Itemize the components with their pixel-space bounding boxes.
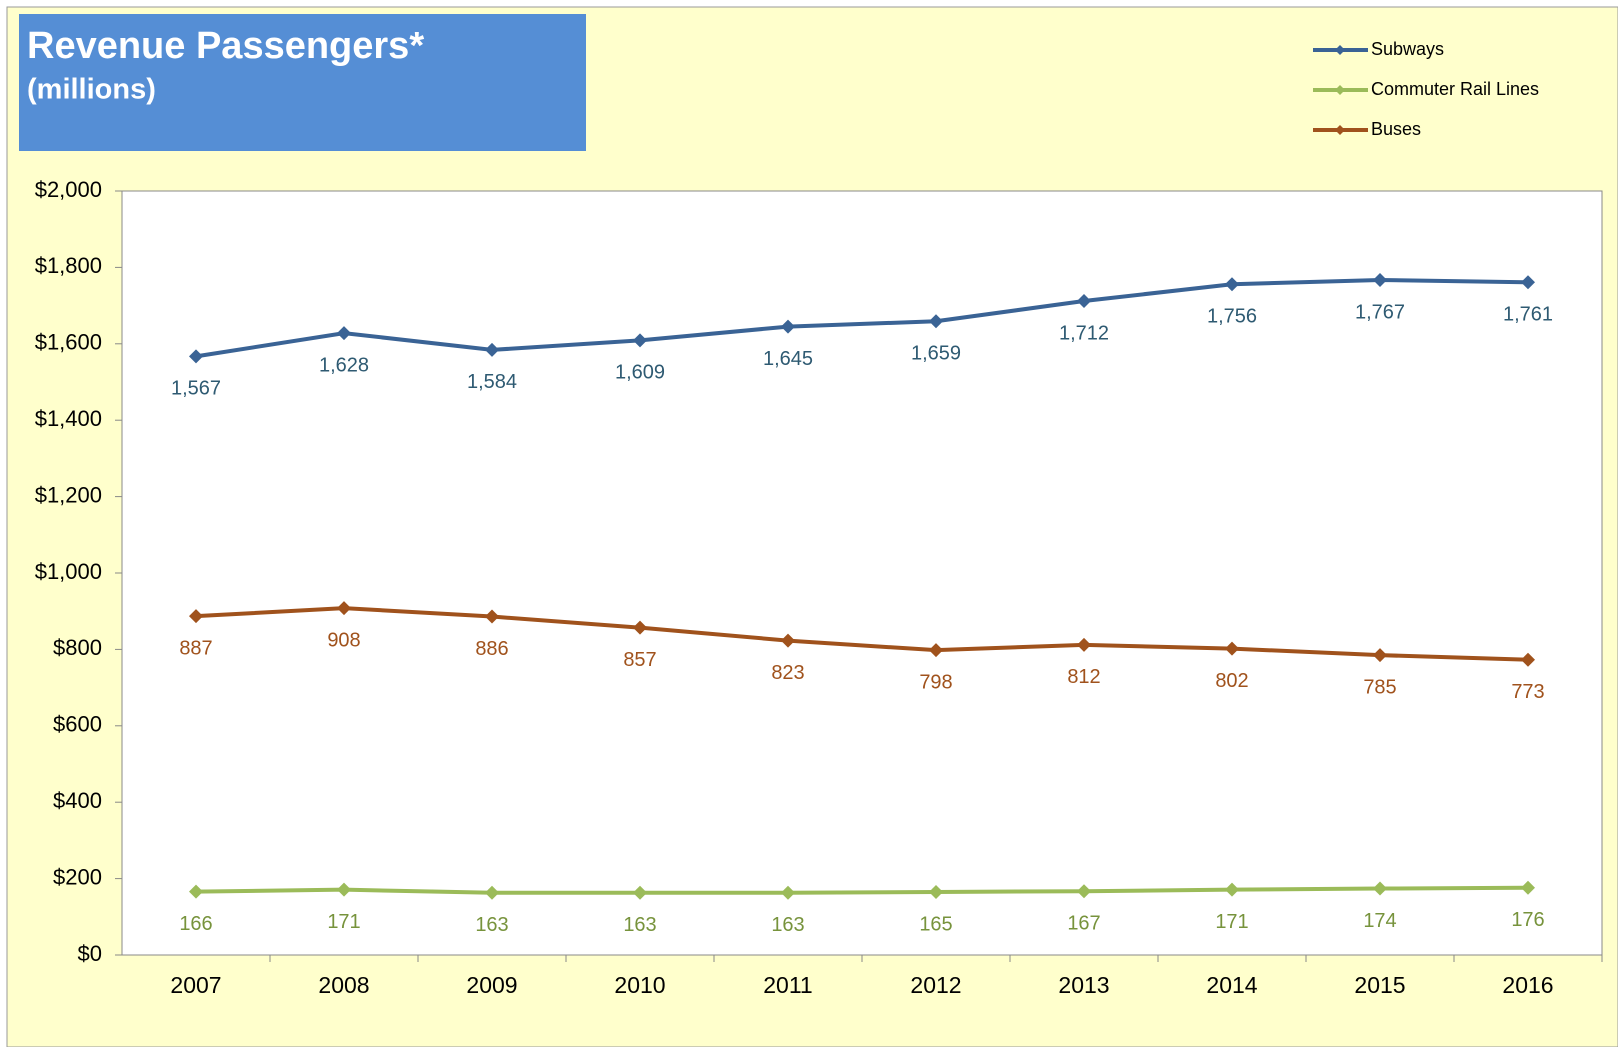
data-point [1521,275,1535,290]
data-point [1077,637,1091,652]
data-label: 785 [1363,676,1396,698]
series-line [195,606,1529,662]
x-tick-label: 2015 [1354,972,1405,998]
data-point [1521,652,1535,667]
data-point [1225,882,1239,897]
data-point [337,882,351,897]
y-tick-label: $1,000 [35,559,102,584]
y-tick-label: $1,200 [35,482,102,507]
data-label: 163 [623,914,656,936]
data-label: 1,628 [319,354,369,376]
x-tick-label: 2011 [763,972,812,998]
data-label: 171 [1215,911,1248,933]
legend-marker [1335,125,1345,135]
x-tick-label: 2012 [910,972,961,998]
data-label: 886 [475,638,508,660]
legend-label: Buses [1371,119,1421,139]
data-label: 163 [771,914,804,936]
y-tick-label: $200 [53,864,102,889]
data-label: 798 [919,671,952,693]
x-tick-label: 2010 [614,972,665,998]
data-point [485,342,499,357]
data-point [1373,648,1387,663]
y-tick-label: $600 [53,712,102,737]
x-tick-label: 2016 [1502,972,1553,998]
legend-marker [1335,85,1345,95]
data-point [1077,884,1091,899]
data-point [929,314,943,329]
legend-label: Commuter Rail Lines [1371,79,1539,99]
data-point [633,620,647,635]
data-label: 165 [919,913,952,935]
data-label: 1,761 [1503,304,1553,326]
data-point [485,885,499,900]
data-label: 174 [1363,910,1396,932]
legend-label: Subways [1371,39,1444,59]
data-point [929,643,943,658]
data-label: 1,659 [911,343,961,365]
data-point [1225,277,1239,292]
data-point [781,885,795,900]
data-point [485,609,499,624]
y-tick-label: $0 [78,941,102,966]
data-point [189,349,203,364]
y-tick-label: $800 [53,635,102,660]
series-line [195,278,1529,359]
y-tick-label: $2,000 [35,177,102,202]
data-point [781,633,795,648]
data-label: 163 [475,914,508,936]
x-tick-label: 2008 [318,972,369,998]
data-point [781,319,795,334]
data-label: 1,609 [615,362,665,384]
data-label: 1,767 [1355,301,1405,323]
data-label: 1,567 [171,378,221,400]
y-tick-label: $1,600 [35,330,102,355]
data-point [189,609,203,624]
data-label: 1,584 [467,371,517,393]
data-point [1521,880,1535,895]
data-label: 773 [1511,681,1544,703]
chart-title: Revenue Passengers* [27,25,424,67]
data-point [1077,294,1091,309]
data-label: 908 [327,629,360,651]
x-tick-label: 2009 [466,972,517,998]
series-line [195,885,1529,895]
x-tick-label: 2014 [1206,972,1257,998]
data-label: 812 [1067,666,1100,688]
chart-subtitle: (millions) [27,74,156,106]
data-point [1225,641,1239,656]
y-tick-label: $1,400 [35,406,102,431]
data-label: 167 [1067,912,1100,934]
data-point [337,601,351,616]
x-tick-label: 2007 [170,972,221,998]
y-tick-label: $400 [53,788,102,813]
y-tick-label: $1,800 [35,253,102,278]
data-point [337,326,351,341]
title-box [19,14,586,151]
data-label: 1,645 [763,348,813,370]
data-point [633,885,647,900]
data-point [633,333,647,348]
data-label: 171 [327,911,360,933]
data-label: 823 [771,662,804,684]
plot-area [121,190,1603,956]
data-label: 887 [179,637,212,659]
data-point [929,884,943,899]
data-label: 857 [623,649,656,671]
data-label: 1,712 [1059,322,1109,344]
data-label: 802 [1215,670,1248,692]
data-label: 1,756 [1207,305,1257,327]
data-label: 176 [1511,909,1544,931]
data-point [1373,273,1387,288]
data-point [1373,881,1387,896]
legend-marker [1335,45,1345,55]
data-point [189,884,203,899]
x-tick-label: 2013 [1058,972,1109,998]
data-label: 166 [179,913,212,935]
